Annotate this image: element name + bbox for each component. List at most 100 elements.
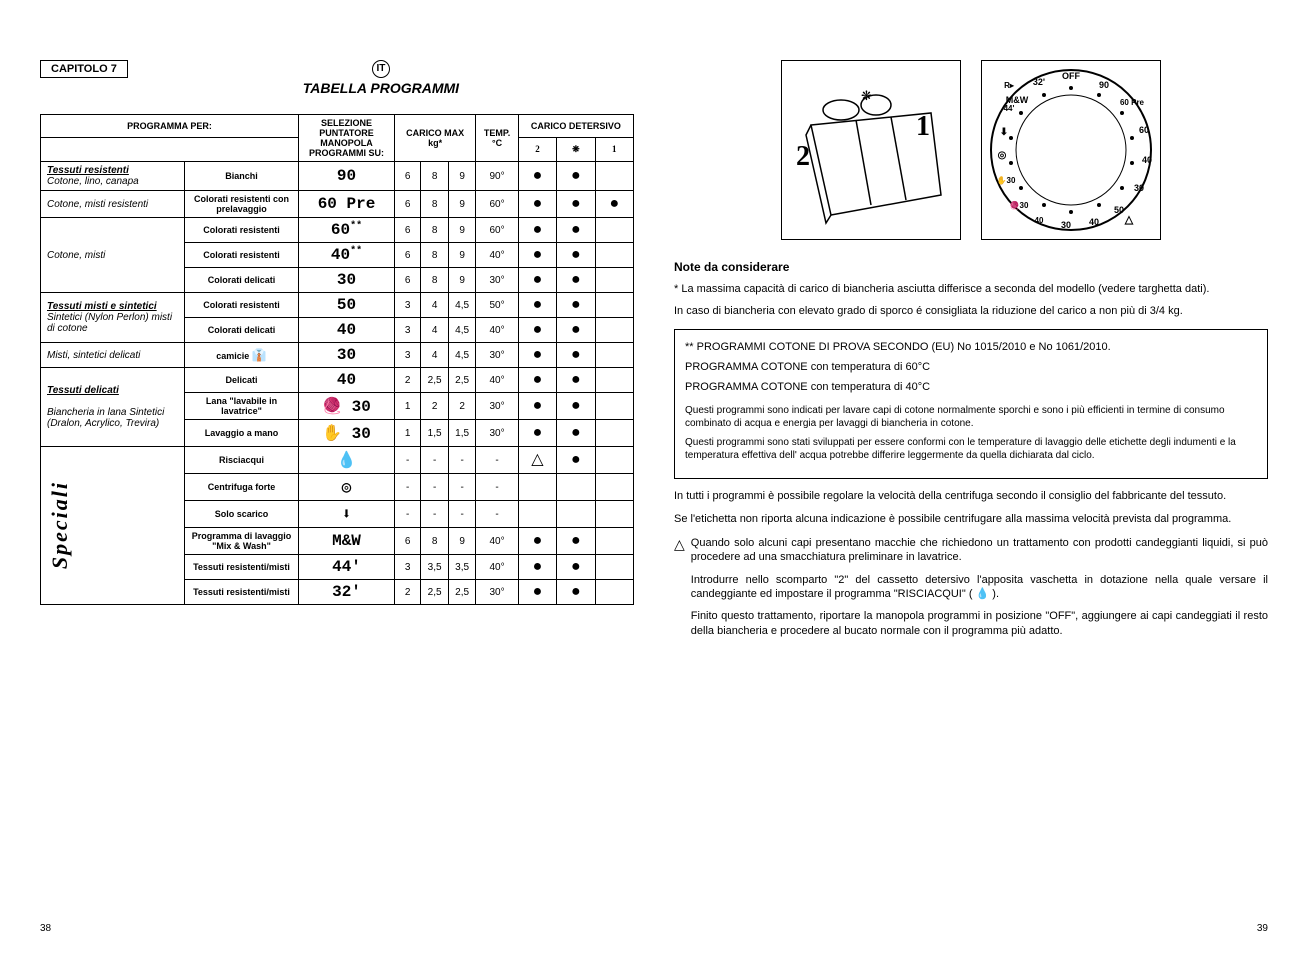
table-cell: [595, 474, 633, 501]
table-cell: 1: [395, 393, 421, 420]
table-cell: ●: [518, 528, 556, 555]
selector-cell: 30: [299, 268, 395, 293]
table-cell: [595, 368, 633, 393]
header-temp: TEMP. °C: [476, 115, 518, 162]
table-cell: [595, 555, 633, 580]
table-cell: 1: [395, 420, 421, 447]
page-number-right: 39: [1257, 923, 1268, 934]
page-title: TABELLA PROGRAMMI: [128, 80, 634, 96]
table-cell: Delicati: [185, 368, 299, 393]
selector-cell: 30: [299, 343, 395, 368]
table-cell: ●: [557, 191, 595, 218]
selector-cell: 44': [299, 555, 395, 580]
table-cell: Colorati resistenti: [185, 243, 299, 268]
table-cell: 9: [448, 268, 475, 293]
table-cell: 1,5: [448, 420, 475, 447]
table-cell: ●: [518, 243, 556, 268]
table-cell: 3,5: [421, 555, 448, 580]
note-dirty: In caso di biancheria con elevato grado …: [674, 304, 1268, 318]
eu-note-4: Questi programmi sono indicati per lavar…: [685, 404, 1257, 430]
table-cell: -: [476, 501, 518, 528]
table-cell: ●: [557, 243, 595, 268]
det-col-2: 2: [518, 137, 556, 161]
svg-text:1: 1: [916, 111, 930, 142]
selector-cell: M&W: [299, 528, 395, 555]
table-cell: [518, 501, 556, 528]
programme-dial-diagram: OFF 32' M&W 44' 90 60 Pre 60 40 30 50 40…: [981, 60, 1161, 240]
svg-text:40: 40: [1088, 217, 1098, 227]
table-cell: 50°: [476, 293, 518, 318]
table-cell: [518, 474, 556, 501]
svg-text:🧶30: 🧶30: [1009, 200, 1028, 210]
table-cell: Colorati delicati: [185, 268, 299, 293]
table-cell: 2,5: [448, 368, 475, 393]
table-cell: 90°: [476, 162, 518, 191]
page-number-left: 38: [40, 923, 51, 934]
table-cell: 9: [448, 218, 475, 243]
table-cell: 8: [421, 243, 448, 268]
table-cell: ●: [518, 293, 556, 318]
table-cell: -: [476, 447, 518, 474]
table-cell: [557, 501, 595, 528]
table-cell: ●: [557, 447, 595, 474]
cat-misti-sint: Tessuti misti e sinteticiSintetici (Nylo…: [41, 293, 185, 343]
table-cell: 40°: [476, 555, 518, 580]
header-programma: PROGRAMMA PER:: [41, 115, 299, 138]
lang-badge: IT: [372, 60, 390, 78]
table-cell: 60°: [476, 218, 518, 243]
table-cell: 30°: [476, 268, 518, 293]
table-cell: ●: [518, 318, 556, 343]
selector-cell: 40: [299, 368, 395, 393]
note-capacity: * La massima capacità di carico di bianc…: [674, 282, 1268, 296]
table-cell: [595, 393, 633, 420]
table-cell: [595, 218, 633, 243]
selector-cell: 40**: [299, 243, 395, 268]
selector-cell: ⬇: [299, 501, 395, 528]
selector-cell: 60 Pre: [299, 191, 395, 218]
table-cell: 3: [395, 343, 421, 368]
table-cell: -: [395, 474, 421, 501]
table-cell: -: [448, 501, 475, 528]
table-cell: [595, 343, 633, 368]
header-selezione: SELEZIONE PUNTATORE MANOPOLA PROGRAMMI S…: [299, 115, 395, 162]
svg-text:50: 50: [1113, 205, 1123, 215]
header-detersivo: CARICO DETERSIVO: [518, 115, 633, 138]
selector-cell: 40: [299, 318, 395, 343]
table-cell: 3: [395, 318, 421, 343]
selector-cell: ✋ 30: [299, 420, 395, 447]
programme-table: PROGRAMMA PER: SELEZIONE PUNTATORE MANOP…: [40, 114, 634, 605]
selector-cell: 32': [299, 580, 395, 605]
table-cell: camicie 👔: [185, 343, 299, 368]
table-cell: 2,5: [421, 368, 448, 393]
cat-cotone-res: Cotone, misti resistenti: [41, 191, 185, 218]
table-cell: 8: [421, 268, 448, 293]
svg-text:30: 30: [1133, 183, 1143, 193]
svg-text:R▸: R▸: [1004, 81, 1015, 90]
table-cell: 4: [421, 343, 448, 368]
table-cell: ●: [557, 580, 595, 605]
header-carico: CARICO MAX kg*: [395, 115, 476, 162]
table-cell: 6: [395, 268, 421, 293]
table-cell: 40°: [476, 368, 518, 393]
selector-cell: 90: [299, 162, 395, 191]
table-cell: Colorati resistenti con prelavaggio: [185, 191, 299, 218]
table-cell: 2: [448, 393, 475, 420]
svg-text:⬇: ⬇: [999, 127, 1007, 138]
bleach-note-3: Finito questo trattamento, riportare la …: [691, 609, 1268, 638]
table-cell: △: [518, 447, 556, 474]
table-cell: ●: [518, 420, 556, 447]
table-cell: [557, 474, 595, 501]
table-cell: 9: [448, 191, 475, 218]
table-cell: 6: [395, 218, 421, 243]
table-cell: ●: [595, 191, 633, 218]
det-col-1: 1: [595, 137, 633, 161]
table-cell: Colorati resistenti: [185, 293, 299, 318]
table-cell: ●: [518, 555, 556, 580]
table-cell: [595, 293, 633, 318]
svg-text:44': 44': [1003, 104, 1014, 113]
table-cell: -: [421, 447, 448, 474]
table-cell: Colorati delicati: [185, 318, 299, 343]
table-cell: Bianchi: [185, 162, 299, 191]
table-cell: 30°: [476, 420, 518, 447]
table-cell: 4: [421, 318, 448, 343]
